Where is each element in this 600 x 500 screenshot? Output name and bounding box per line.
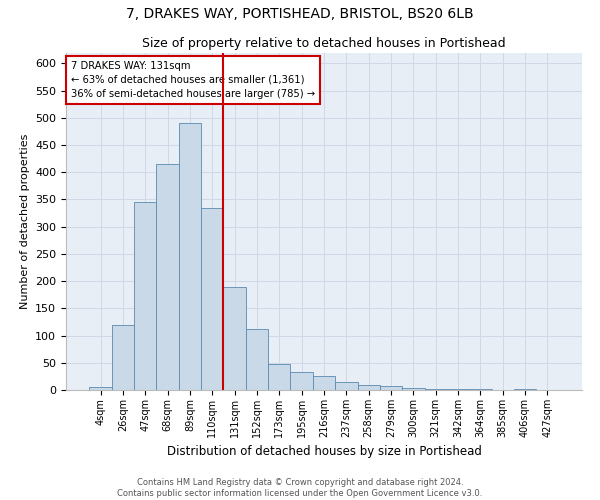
Bar: [358, 384, 380, 390]
Bar: [402, 388, 425, 390]
Bar: [112, 324, 134, 390]
X-axis label: Distribution of detached houses by size in Portishead: Distribution of detached houses by size …: [167, 446, 481, 458]
Bar: [290, 372, 313, 390]
Title: Size of property relative to detached houses in Portishead: Size of property relative to detached ho…: [142, 37, 506, 50]
Bar: [89, 388, 112, 390]
Bar: [157, 164, 179, 390]
Bar: [313, 376, 335, 390]
Bar: [380, 386, 402, 390]
Bar: [223, 286, 246, 390]
Text: Contains HM Land Registry data © Crown copyright and database right 2024.
Contai: Contains HM Land Registry data © Crown c…: [118, 478, 482, 498]
Y-axis label: Number of detached properties: Number of detached properties: [20, 134, 29, 309]
Text: 7, DRAKES WAY, PORTISHEAD, BRISTOL, BS20 6LB: 7, DRAKES WAY, PORTISHEAD, BRISTOL, BS20…: [126, 8, 474, 22]
Bar: [425, 389, 447, 390]
Text: 7 DRAKES WAY: 131sqm
← 63% of detached houses are smaller (1,361)
36% of semi-de: 7 DRAKES WAY: 131sqm ← 63% of detached h…: [71, 61, 315, 99]
Bar: [246, 329, 268, 390]
Bar: [268, 364, 290, 390]
Bar: [201, 208, 223, 390]
Bar: [335, 382, 358, 390]
Bar: [179, 124, 201, 390]
Bar: [134, 202, 157, 390]
